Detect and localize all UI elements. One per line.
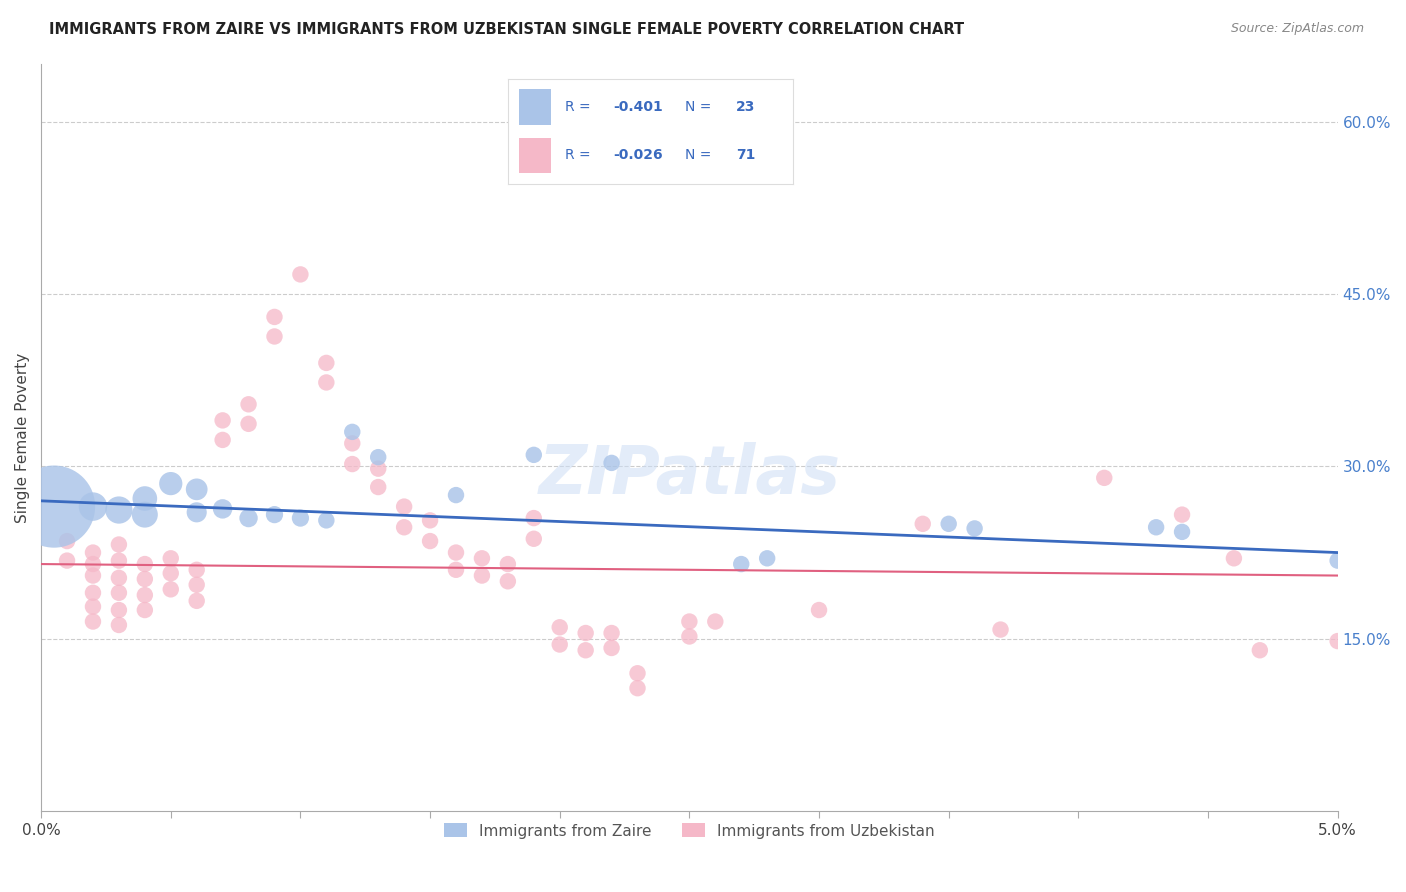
Point bbox=[263, 310, 285, 324]
Point bbox=[1171, 508, 1194, 522]
Point bbox=[82, 557, 104, 571]
Point bbox=[134, 491, 156, 506]
Point bbox=[756, 551, 779, 566]
Point bbox=[108, 618, 131, 632]
Point bbox=[496, 557, 519, 571]
Point bbox=[186, 563, 208, 577]
Point bbox=[444, 488, 467, 502]
Point bbox=[82, 615, 104, 629]
Point bbox=[290, 511, 312, 525]
Point bbox=[548, 620, 571, 634]
Point bbox=[911, 516, 934, 531]
Point bbox=[600, 626, 623, 640]
Point bbox=[1326, 553, 1348, 567]
Point bbox=[808, 603, 831, 617]
Text: Source: ZipAtlas.com: Source: ZipAtlas.com bbox=[1230, 22, 1364, 36]
Point bbox=[82, 599, 104, 614]
Point bbox=[211, 501, 233, 516]
Point bbox=[134, 603, 156, 617]
Point bbox=[238, 417, 260, 431]
Point bbox=[367, 480, 389, 494]
Point bbox=[419, 534, 441, 549]
Point bbox=[315, 376, 337, 390]
Point bbox=[1092, 471, 1115, 485]
Point bbox=[342, 436, 364, 450]
Point bbox=[444, 563, 467, 577]
Point bbox=[1171, 524, 1194, 539]
Point bbox=[263, 508, 285, 522]
Point bbox=[211, 413, 233, 427]
Point bbox=[159, 551, 181, 566]
Point bbox=[134, 588, 156, 602]
Point bbox=[342, 425, 364, 439]
Point bbox=[548, 638, 571, 652]
Point bbox=[523, 448, 546, 462]
Point bbox=[471, 568, 494, 582]
Point bbox=[575, 626, 598, 640]
Point bbox=[159, 476, 181, 491]
Point bbox=[186, 594, 208, 608]
Point bbox=[678, 615, 700, 629]
Point bbox=[315, 356, 337, 370]
Point bbox=[108, 586, 131, 600]
Point bbox=[211, 433, 233, 447]
Point bbox=[963, 521, 986, 535]
Point bbox=[263, 329, 285, 343]
Text: ZIPatlas: ZIPatlas bbox=[538, 442, 841, 508]
Point bbox=[238, 397, 260, 411]
Point bbox=[82, 586, 104, 600]
Text: IMMIGRANTS FROM ZAIRE VS IMMIGRANTS FROM UZBEKISTAN SINGLE FEMALE POVERTY CORREL: IMMIGRANTS FROM ZAIRE VS IMMIGRANTS FROM… bbox=[49, 22, 965, 37]
Point bbox=[238, 511, 260, 525]
Point bbox=[159, 566, 181, 581]
Legend: Immigrants from Zaire, Immigrants from Uzbekistan: Immigrants from Zaire, Immigrants from U… bbox=[437, 817, 941, 845]
Point bbox=[990, 623, 1012, 637]
Point bbox=[1223, 551, 1246, 566]
Point bbox=[471, 551, 494, 566]
Point bbox=[108, 571, 131, 585]
Point bbox=[938, 516, 960, 531]
Point bbox=[159, 582, 181, 597]
Point bbox=[444, 545, 467, 559]
Point bbox=[134, 557, 156, 571]
Point bbox=[315, 513, 337, 527]
Point bbox=[1249, 643, 1271, 657]
Point bbox=[367, 461, 389, 475]
Point bbox=[82, 545, 104, 559]
Point bbox=[108, 603, 131, 617]
Point bbox=[600, 640, 623, 655]
Point bbox=[367, 450, 389, 465]
Point bbox=[186, 578, 208, 592]
Point bbox=[186, 505, 208, 519]
Point bbox=[626, 681, 648, 696]
Y-axis label: Single Female Poverty: Single Female Poverty bbox=[15, 352, 30, 523]
Point bbox=[419, 513, 441, 527]
Point bbox=[108, 553, 131, 567]
Point bbox=[56, 553, 79, 567]
Point bbox=[1144, 520, 1167, 534]
Point bbox=[392, 500, 415, 514]
Point bbox=[626, 666, 648, 681]
Point bbox=[290, 268, 312, 282]
Point bbox=[730, 557, 752, 571]
Point bbox=[575, 643, 598, 657]
Point bbox=[56, 534, 79, 549]
Point bbox=[134, 572, 156, 586]
Point bbox=[523, 511, 546, 525]
Point bbox=[600, 456, 623, 470]
Point bbox=[82, 568, 104, 582]
Point bbox=[342, 457, 364, 471]
Point bbox=[704, 615, 727, 629]
Point bbox=[186, 483, 208, 497]
Point bbox=[134, 508, 156, 522]
Point bbox=[82, 500, 104, 514]
Point bbox=[108, 503, 131, 517]
Point bbox=[42, 500, 65, 514]
Point bbox=[108, 537, 131, 551]
Point bbox=[1326, 634, 1348, 648]
Point bbox=[496, 574, 519, 589]
Point bbox=[678, 630, 700, 644]
Point bbox=[523, 532, 546, 546]
Point bbox=[392, 520, 415, 534]
